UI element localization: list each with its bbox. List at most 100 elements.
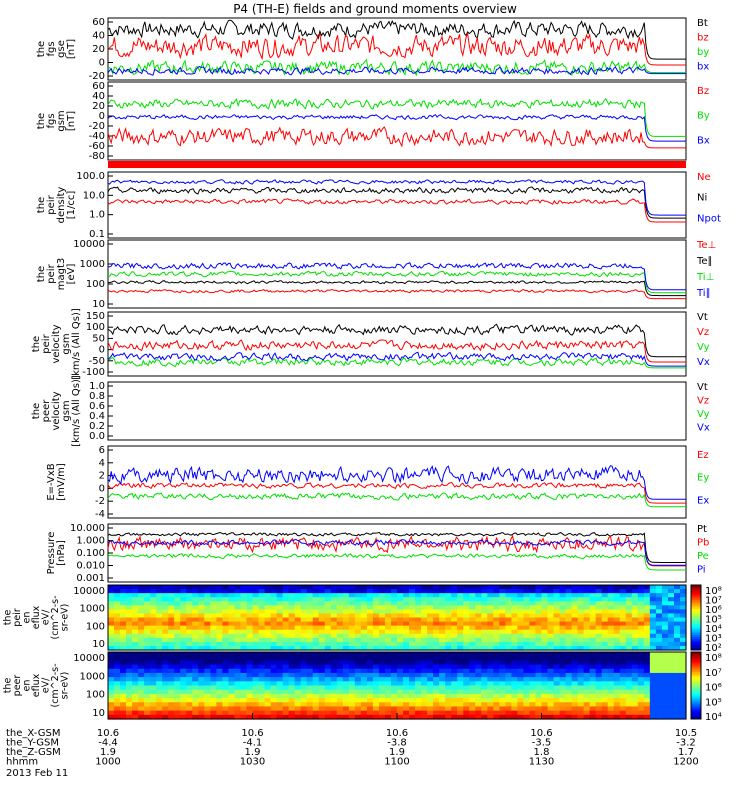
spectrogram-cell bbox=[216, 593, 223, 598]
spectrogram-cell bbox=[421, 613, 428, 619]
spectrogram-cell bbox=[198, 698, 205, 703]
spectrogram-cell bbox=[162, 589, 169, 594]
spectrogram-cell bbox=[114, 652, 121, 657]
spectrogram-cell bbox=[276, 637, 284, 643]
spectrogram-cell bbox=[643, 617, 651, 623]
spectrogram-cell bbox=[192, 689, 199, 695]
spectrogram-cell bbox=[487, 617, 494, 623]
spectrogram-cell bbox=[354, 685, 362, 691]
spectrogram-cell bbox=[601, 689, 609, 695]
spectrogram-cell bbox=[517, 668, 525, 674]
spectrogram-cell bbox=[174, 698, 181, 703]
spectrogram-cell bbox=[451, 664, 458, 670]
spectrogram-cell bbox=[637, 685, 645, 691]
spectrogram-cell bbox=[324, 617, 332, 623]
spectrogram-cell bbox=[541, 689, 549, 695]
spectrogram-cell bbox=[667, 593, 675, 598]
spectrogram-cell bbox=[505, 652, 512, 657]
spectrogram-cell bbox=[433, 652, 440, 657]
spectrogram-cell bbox=[174, 629, 181, 635]
spectrogram-cell bbox=[180, 641, 187, 647]
spectrogram-cell bbox=[270, 660, 278, 666]
spectrogram-cell bbox=[451, 689, 458, 695]
spectrogram-cell bbox=[655, 585, 663, 590]
spectrogram-cell bbox=[186, 660, 193, 666]
spectrogram-cell bbox=[481, 589, 488, 594]
spectrogram-cell bbox=[655, 706, 663, 712]
ylabel-line: [nPa] bbox=[56, 540, 67, 566]
spectrogram-cell bbox=[318, 710, 326, 716]
spectrogram-cell bbox=[541, 660, 549, 666]
spectrogram-cell bbox=[354, 601, 362, 606]
spectrogram-cell bbox=[342, 689, 350, 695]
spectrogram-cell bbox=[324, 685, 332, 691]
spectrogram-cell bbox=[174, 621, 181, 627]
spectrogram-cell bbox=[372, 714, 380, 720]
spectrogram-cell bbox=[511, 668, 519, 674]
colorbar-step bbox=[691, 692, 701, 695]
spectrogram-cell bbox=[138, 656, 145, 661]
spectrogram-cell bbox=[571, 706, 579, 712]
spectrogram-cell bbox=[342, 645, 350, 651]
spectrogram-cell bbox=[120, 702, 127, 708]
spectrogram-cell bbox=[679, 685, 687, 691]
spectrogram-cell bbox=[601, 641, 609, 647]
spectrogram-cell bbox=[282, 660, 290, 666]
spectrogram-cell bbox=[384, 706, 392, 712]
y-tick-label: 4 bbox=[99, 458, 105, 469]
spectrogram-frame bbox=[107, 584, 687, 651]
spectrogram-cell bbox=[216, 689, 223, 695]
spectrogram-cell bbox=[324, 629, 332, 635]
spectrogram-cell bbox=[378, 597, 386, 602]
spectrogram-cell bbox=[451, 710, 458, 716]
spectrogram-cell bbox=[300, 609, 308, 615]
spectrogram-cell bbox=[619, 702, 627, 708]
spectrogram-cell bbox=[132, 629, 139, 635]
spectrogram-cell bbox=[138, 621, 145, 627]
spectrogram-cell bbox=[210, 633, 217, 639]
spectrogram-cell bbox=[433, 617, 440, 623]
spectrogram-cell bbox=[192, 693, 199, 699]
spectrogram-cell bbox=[607, 597, 615, 602]
spectrogram-cell bbox=[439, 593, 446, 598]
spectrogram-cell bbox=[144, 693, 151, 699]
spectrogram-cell bbox=[288, 645, 296, 651]
chart-title: P4 (TH-E) fields and ground moments over… bbox=[233, 2, 517, 16]
spectrogram-cell bbox=[174, 652, 181, 657]
panel-frame bbox=[107, 171, 687, 239]
spectrogram-cell bbox=[427, 698, 434, 703]
spectrogram-cell bbox=[547, 621, 555, 627]
spectrogram-cell bbox=[673, 597, 681, 602]
spectrogram-cell bbox=[637, 613, 645, 619]
spectrogram-cell bbox=[433, 656, 440, 661]
spectrogram-cell bbox=[601, 706, 609, 712]
spectrogram-cell bbox=[547, 702, 555, 708]
spectrogram-cell bbox=[372, 593, 380, 598]
spectrogram-cell bbox=[619, 706, 627, 712]
spectrogram-cell bbox=[547, 656, 555, 661]
spectrogram-cell bbox=[132, 656, 139, 661]
spectrogram-cell bbox=[246, 633, 254, 639]
spectrogram-cell bbox=[150, 585, 157, 590]
spectrogram-cell bbox=[270, 585, 278, 590]
spectrogram-cell bbox=[306, 621, 314, 627]
spectrogram-cell bbox=[384, 652, 392, 657]
panel-ylabel: E=-VxB [mV/m] bbox=[46, 463, 67, 501]
spectrogram-cell bbox=[535, 637, 543, 643]
spectrogram-cell bbox=[505, 677, 512, 682]
spectrogram-cell bbox=[679, 641, 687, 647]
spectrogram-cell bbox=[192, 714, 199, 720]
spectrogram-cell bbox=[529, 702, 537, 708]
spectrogram-cell bbox=[252, 693, 260, 699]
spectrogram-cell bbox=[457, 668, 464, 674]
spectrogram-cell bbox=[667, 714, 675, 720]
spectrogram-cell bbox=[354, 645, 362, 651]
spectrogram-cell bbox=[457, 656, 464, 661]
spectrogram-cell bbox=[589, 633, 597, 639]
spectrogram-cell bbox=[378, 714, 386, 720]
spectrogram-cell bbox=[258, 652, 266, 657]
spectrogram-cell bbox=[415, 664, 422, 670]
spectrogram-cell bbox=[228, 710, 236, 716]
spectrogram-cell bbox=[324, 593, 332, 598]
spectrogram-cell bbox=[204, 641, 211, 647]
